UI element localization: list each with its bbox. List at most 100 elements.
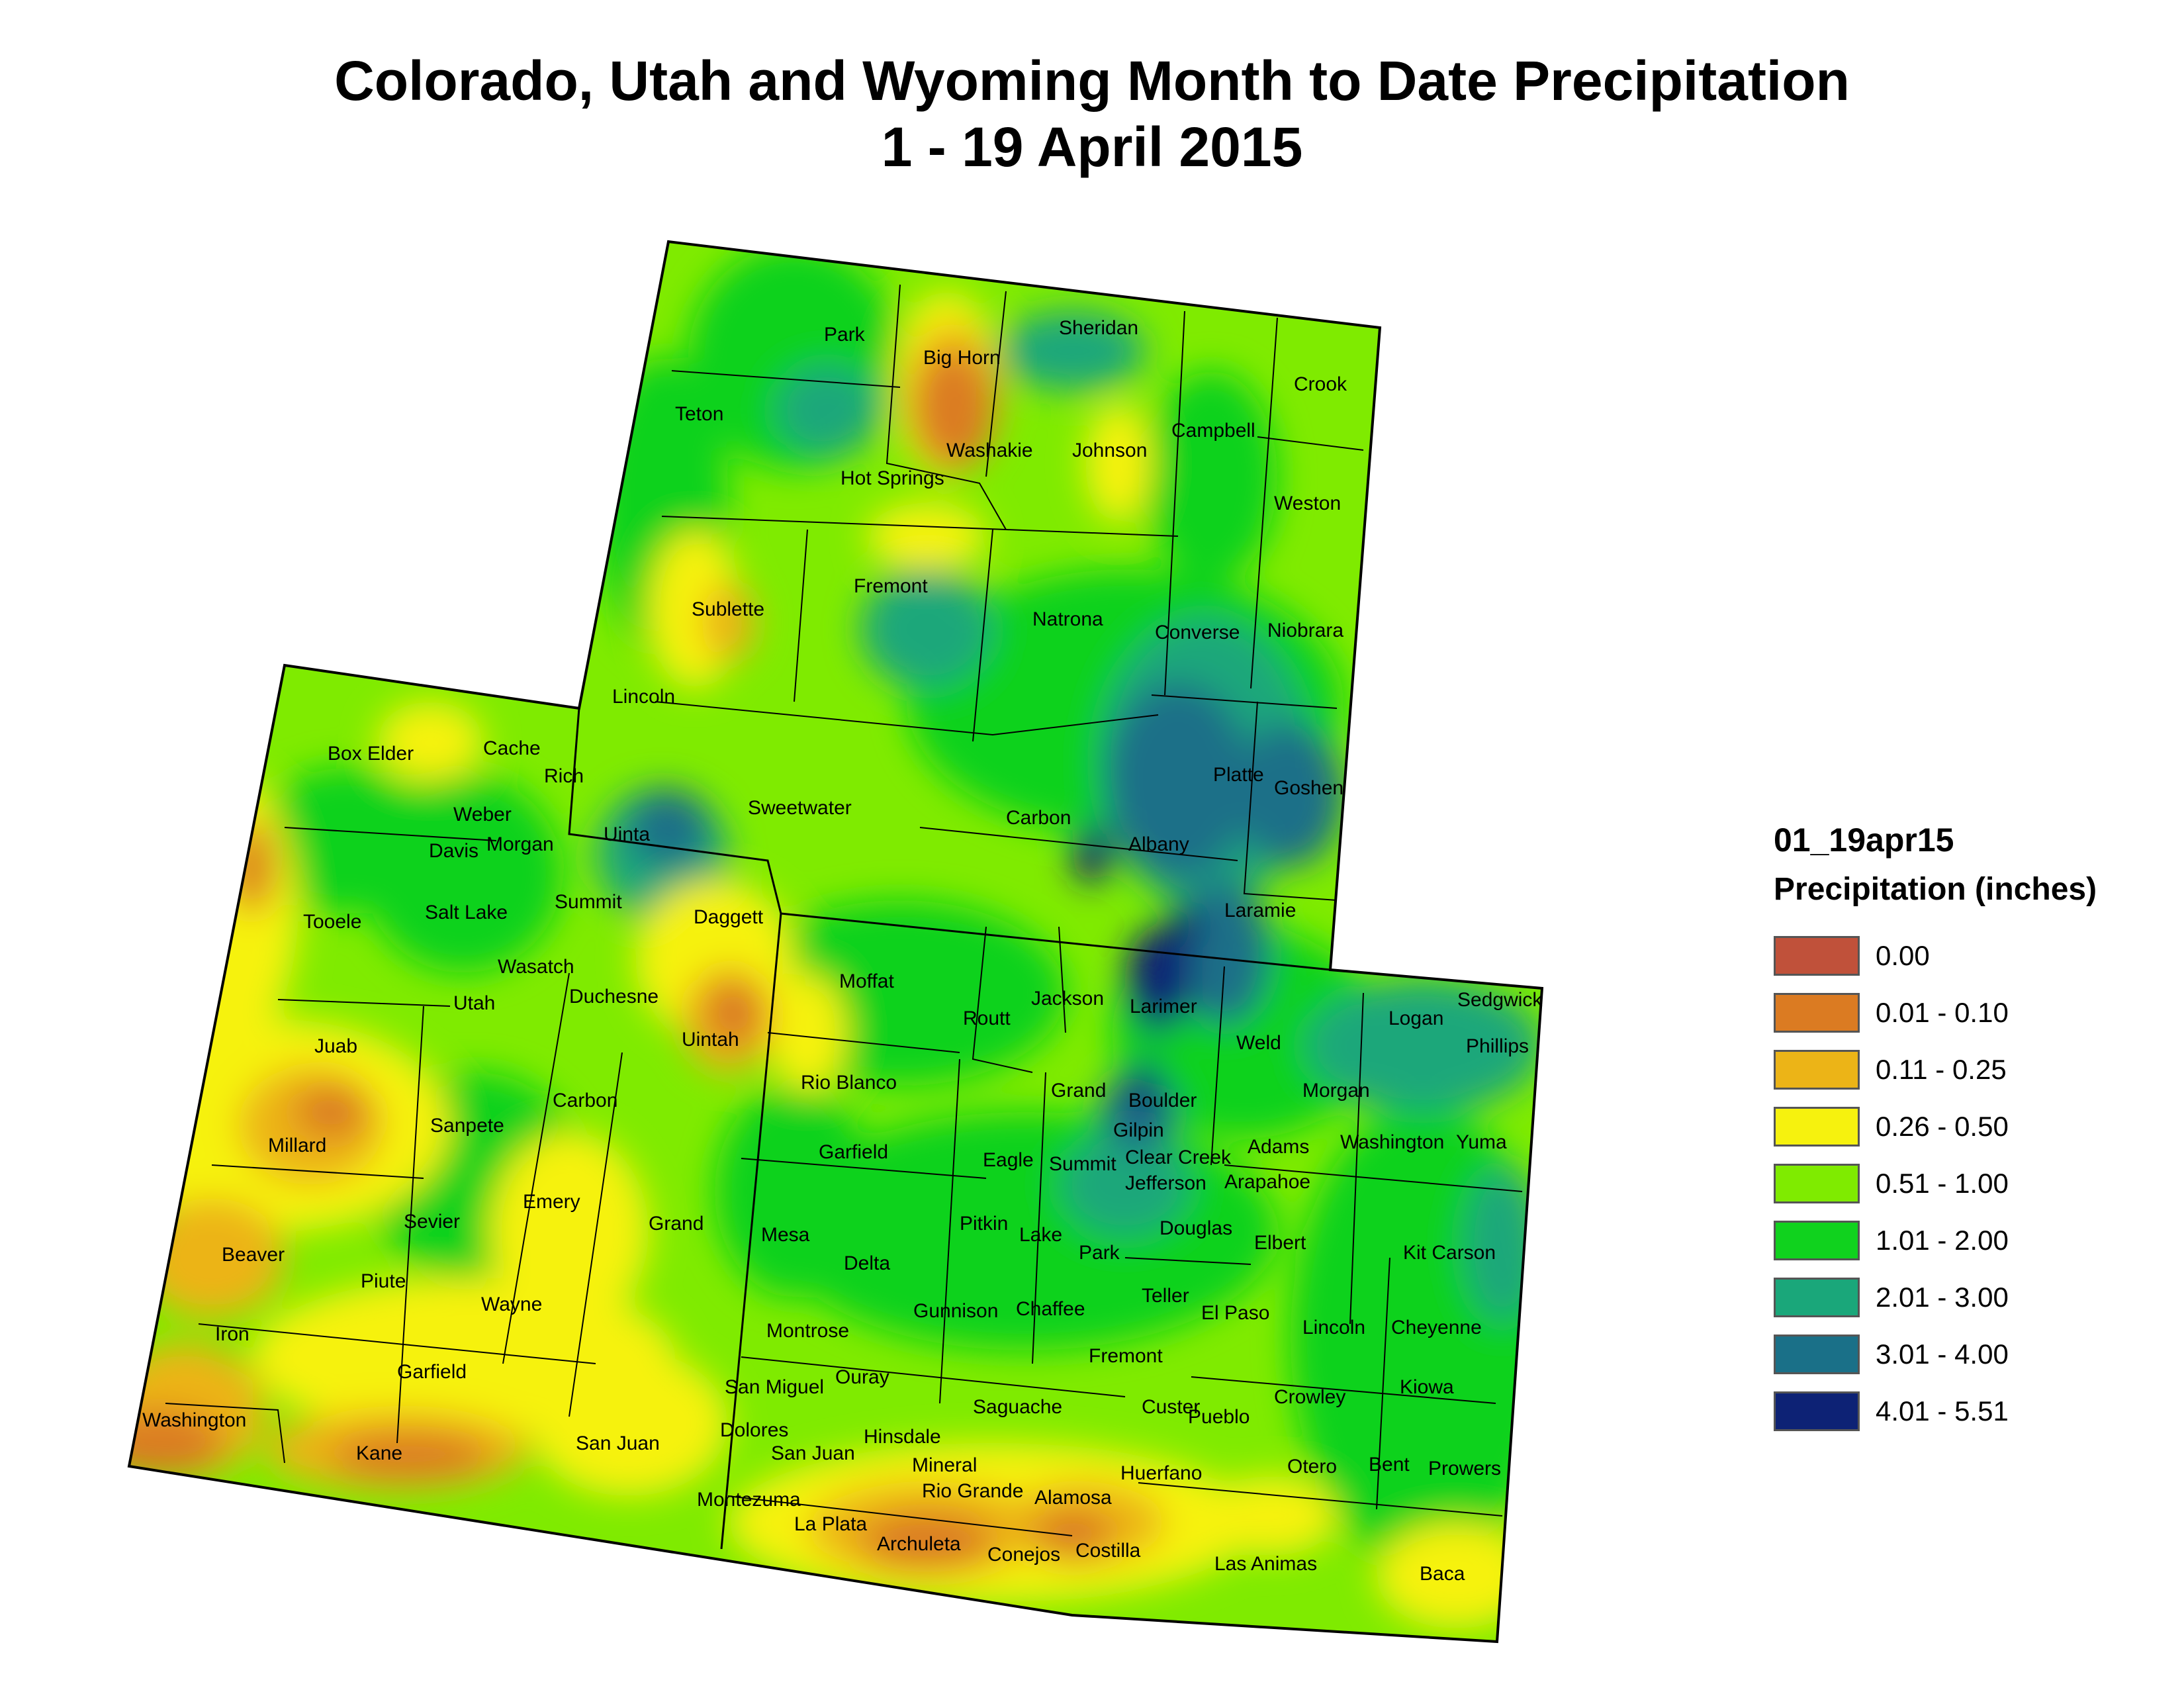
county-label: Johnson	[1072, 440, 1147, 461]
county-label: Washington	[1340, 1131, 1444, 1153]
legend-swatch	[1774, 1335, 1860, 1374]
county-label: Park	[1079, 1242, 1120, 1264]
county-label: Sedgwick	[1457, 989, 1543, 1011]
county-lines	[165, 284, 1523, 1536]
legend-label: 1.01 - 2.00	[1876, 1225, 2009, 1256]
county-label: Sanpete	[430, 1115, 504, 1137]
county-label: Gunnison	[913, 1300, 998, 1322]
county-label: Montrose	[766, 1320, 849, 1342]
county-label: Rich	[544, 765, 584, 787]
legend-items: 0.00 0.01 - 0.10 0.11 - 0.25 0.26 - 0.50 0.5…	[1774, 927, 2171, 1440]
county-label: Larimer	[1130, 996, 1197, 1017]
county-label: Kane	[356, 1442, 402, 1464]
county-label: Lincoln	[612, 686, 675, 708]
county-label: Prowers	[1428, 1458, 1501, 1479]
legend-swatch	[1774, 1050, 1860, 1090]
county-label: Duchesne	[569, 986, 659, 1008]
legend-swatch	[1774, 1278, 1860, 1317]
county-label: Adams	[1248, 1136, 1309, 1158]
county-label: Delta	[844, 1252, 890, 1274]
county-label: Sweetwater	[748, 797, 852, 819]
county-label: Yuma	[1456, 1131, 1507, 1153]
county-label: Chaffee	[1016, 1298, 1085, 1320]
county-label: Garfield	[819, 1141, 888, 1163]
county-label: Douglas	[1160, 1217, 1232, 1239]
county-label: Grand	[1051, 1080, 1106, 1102]
county-label: Juab	[314, 1035, 357, 1057]
county-label: Crook	[1294, 373, 1347, 395]
legend-label: 0.00	[1876, 940, 1930, 971]
county-label: Campbell	[1171, 420, 1255, 442]
county-label: Rio Blanco	[801, 1072, 897, 1094]
legend-swatch	[1774, 936, 1860, 976]
county-label: Teton	[675, 403, 723, 425]
legend-label: 3.01 - 4.00	[1876, 1338, 2009, 1370]
county-label: Hinsdale	[864, 1426, 941, 1448]
county-label: Gilpin	[1113, 1119, 1164, 1141]
county-label: Davis	[429, 840, 478, 862]
county-labels: Park Big Horn Sheridan Crook Teton Washa…	[142, 317, 1543, 1585]
legend-swatch	[1774, 1164, 1860, 1203]
legend-item: 0.01 - 0.10	[1774, 984, 2171, 1041]
county-label: Uinta	[604, 823, 650, 845]
county-label: Iron	[215, 1323, 250, 1345]
legend-item: 1.01 - 2.00	[1774, 1212, 2171, 1269]
county-label: El Paso	[1201, 1302, 1269, 1324]
county-label: Rio Grande	[922, 1480, 1023, 1502]
legend-item: 0.00	[1774, 927, 2171, 984]
legend-label: 0.11 - 0.25	[1876, 1054, 2007, 1085]
colorado-wyoming-border	[780, 912, 1331, 971]
county-label: Summit	[1049, 1153, 1116, 1175]
county-label: Weld	[1236, 1032, 1281, 1054]
legend-subtitle: Precipitation (inches)	[1774, 872, 2097, 907]
county-label: Niobrara	[1267, 620, 1343, 641]
county-label: Carbon	[1006, 807, 1071, 829]
county-label: Las Animas	[1214, 1553, 1317, 1575]
county-label: Cache	[483, 737, 541, 759]
county-label: Natrona	[1032, 608, 1103, 630]
region-outline	[127, 240, 1544, 1644]
county-label: Montezuma	[697, 1489, 801, 1511]
county-label: Eagle	[983, 1149, 1034, 1171]
county-label: Pitkin	[960, 1213, 1008, 1235]
legend-label: 0.01 - 0.10	[1876, 997, 2009, 1028]
county-label: Wasatch	[498, 956, 574, 978]
legend-label: 0.26 - 0.50	[1876, 1111, 2009, 1142]
county-label: Kit Carson	[1403, 1242, 1496, 1264]
legend-item: 0.51 - 1.00	[1774, 1155, 2171, 1212]
legend-item: 0.11 - 0.25	[1774, 1041, 2171, 1098]
county-label: Alamosa	[1034, 1487, 1112, 1509]
county-label: Daggett	[694, 906, 764, 928]
county-label: Jefferson	[1125, 1172, 1206, 1194]
county-label: Fremont	[1089, 1345, 1163, 1367]
county-label: Converse	[1155, 622, 1240, 643]
legend-swatch	[1774, 1391, 1860, 1431]
county-label: Sevier	[404, 1211, 460, 1233]
county-label: Carbon	[553, 1090, 617, 1111]
legend-swatch	[1774, 993, 1860, 1033]
map-title: Colorado, Utah and Wyoming Month to Date…	[334, 50, 1850, 112]
county-label: Saguache	[973, 1396, 1062, 1418]
county-label: San Juan	[576, 1432, 660, 1454]
county-label: Emery	[523, 1191, 580, 1213]
county-label: Park	[824, 324, 866, 346]
legend-item: 0.26 - 0.50	[1774, 1098, 2171, 1155]
county-label: Box Elder	[328, 743, 414, 765]
county-label: Uintah	[682, 1029, 739, 1051]
county-label: Millard	[268, 1135, 326, 1156]
county-label: Laramie	[1224, 900, 1296, 921]
legend-swatch	[1774, 1107, 1860, 1147]
county-label: Crowley	[1274, 1386, 1345, 1408]
legend-label: 0.51 - 1.00	[1876, 1168, 2009, 1199]
legend-item: 4.01 - 5.51	[1774, 1383, 2171, 1440]
county-label: Washakie	[946, 440, 1033, 461]
county-label: Kiowa	[1400, 1376, 1454, 1398]
utah-colorado-border	[720, 913, 782, 1550]
county-label: La Plata	[794, 1513, 867, 1535]
county-label: Baca	[1420, 1563, 1465, 1585]
county-label: Costilla	[1075, 1540, 1141, 1562]
county-label: Morgan	[486, 833, 554, 855]
county-label: Sheridan	[1059, 317, 1138, 339]
county-label: Albany	[1128, 833, 1189, 855]
county-label: Garfield	[397, 1361, 467, 1383]
